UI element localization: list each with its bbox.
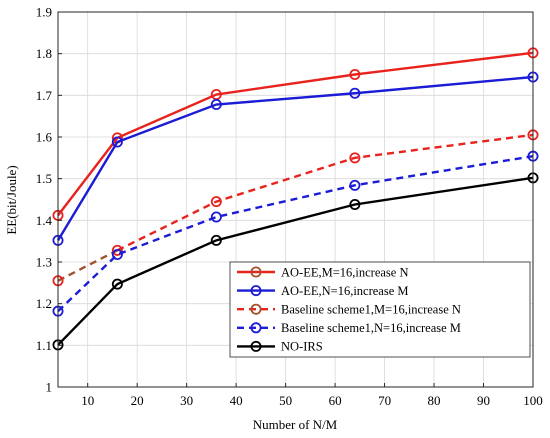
legend-label: AO-EE,M=16,increase N	[281, 265, 409, 279]
series-layer	[52, 47, 539, 351]
legend-item: NO-IRS	[237, 340, 323, 354]
legend-item: AO-EE,N=16,increase M	[237, 284, 409, 298]
plot-frame	[57, 11, 534, 388]
y-tick-label: 1.7	[36, 88, 53, 103]
x-tick-label: 10	[81, 393, 94, 408]
data-point	[111, 248, 123, 260]
x-tick-label: 90	[477, 393, 490, 408]
data-point	[349, 69, 361, 81]
x-axis-label: Number of N/M	[253, 417, 338, 432]
series-line	[56, 75, 534, 241]
legend-marker	[250, 285, 262, 297]
series-5	[52, 172, 539, 351]
series-line	[116, 133, 534, 252]
legend-item: Baseline scheme1,N=16,increase M	[237, 321, 461, 335]
legend-marker	[250, 322, 262, 334]
legend-label: Baseline scheme1,M=16,increase N	[281, 303, 461, 317]
y-tick-label: 1.3	[36, 255, 52, 270]
data-point	[210, 211, 222, 223]
y-tick-label: 1.5	[36, 171, 52, 186]
data-point	[111, 136, 123, 148]
x-tick-label: 30	[180, 393, 193, 408]
y-tick-label: 1.9	[36, 5, 52, 20]
data-point	[349, 198, 361, 210]
x-tick-label: 20	[131, 393, 144, 408]
data-point	[210, 99, 222, 111]
legend-item: Baseline scheme1,M=16,increase N	[237, 303, 461, 317]
legend-marker	[250, 340, 262, 352]
x-tick-label: 100	[523, 393, 543, 408]
legend-label: NO-IRS	[281, 340, 323, 354]
legend-marker	[250, 303, 262, 315]
x-tick-label: 70	[378, 393, 391, 408]
x-tick-label: 40	[230, 393, 243, 408]
legend-marker	[250, 266, 262, 278]
y-tick-label: 1.2	[36, 296, 52, 311]
x-tick-label: 60	[329, 393, 342, 408]
series-line	[57, 176, 534, 346]
legend-label: AO-EE,N=16,increase M	[281, 284, 409, 298]
y-tick-label: 1.8	[36, 46, 52, 61]
data-point	[111, 244, 123, 256]
x-tick-label: 80	[428, 393, 441, 408]
y-tick-label: 1.6	[36, 130, 53, 145]
axis-ticks: 10 20 30 40 50 60 70 80 90 100 1 1.1 1.2 1.3 1.4 1.5 1.6…	[36, 5, 543, 409]
y-tick-label: 1.1	[36, 338, 52, 353]
legend-box	[229, 261, 531, 358]
y-tick-label: 1	[46, 380, 53, 395]
legend-label: Baseline scheme1,N=16,increase M	[281, 321, 461, 335]
x-tick-label: 50	[279, 393, 292, 408]
series-line	[57, 154, 534, 313]
data-point	[111, 278, 123, 290]
data-point	[210, 196, 222, 208]
y-axis-label: EE(bit/Joule)	[4, 165, 19, 234]
data-point	[349, 179, 361, 191]
series-line	[57, 51, 534, 217]
data-point	[349, 152, 361, 164]
y-tick-label: 1.4	[36, 213, 53, 228]
data-point	[210, 234, 222, 246]
data-point	[349, 87, 361, 99]
legend: AO-EE,M=16,increase N AO-EE,N=16,increase…	[229, 261, 531, 358]
legend-item: AO-EE,M=16,increase N	[237, 265, 409, 279]
